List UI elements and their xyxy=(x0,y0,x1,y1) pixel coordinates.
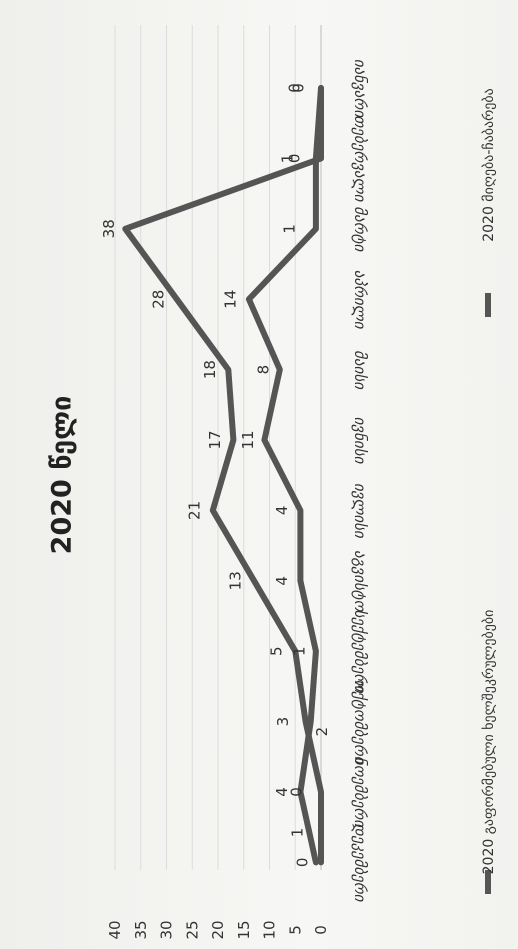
y-tick-label: 5 xyxy=(286,925,304,935)
category-label: თებერვალი xyxy=(351,115,369,202)
data-label: 21 xyxy=(185,501,203,520)
data-label: 13 xyxy=(227,571,245,590)
y-tick-label: 25 xyxy=(183,920,201,939)
chart-title: 2020 წელი xyxy=(47,396,78,555)
legend-label: 2020 მიღება-ჩაბარება xyxy=(480,88,497,242)
y-tick-label: 20 xyxy=(209,920,227,939)
y-tick-label: 10 xyxy=(261,920,279,939)
data-label: 0 xyxy=(290,83,308,93)
data-label: 28 xyxy=(149,290,167,309)
y-tick-label: 15 xyxy=(235,920,253,939)
data-label: 14 xyxy=(221,290,239,309)
data-label: 1 xyxy=(290,646,308,656)
category-label: ივლისი xyxy=(351,483,369,539)
data-label: 18 xyxy=(201,360,219,379)
category-label: აპრილი xyxy=(351,270,369,330)
category-label: ოქტომბერი xyxy=(351,680,369,765)
category-label: დეკემბერი xyxy=(351,823,369,902)
data-label: 0 xyxy=(294,858,312,868)
data-label: 0 xyxy=(286,83,304,93)
data-label: 38 xyxy=(100,219,118,238)
y-tick-label: 40 xyxy=(106,920,124,939)
data-label: 2 xyxy=(313,727,331,737)
data-label: 1 xyxy=(280,224,298,234)
category-label: აგვისტო xyxy=(351,550,369,612)
data-label: 0 xyxy=(286,154,304,164)
category-label: სექტემბერი xyxy=(351,609,369,694)
category-label: იანვარი xyxy=(351,59,369,118)
data-label: 17 xyxy=(206,430,224,449)
y-tick-label: 0 xyxy=(312,925,330,935)
y-tick-label: 30 xyxy=(158,920,176,939)
category-label: ნოემბერი xyxy=(351,757,369,828)
data-label: 5 xyxy=(268,646,286,656)
data-label: 3 xyxy=(274,717,292,727)
category-label: ივნისი xyxy=(351,417,369,465)
data-label: 4 xyxy=(273,787,291,797)
data-label: 4 xyxy=(273,506,291,516)
series-line-2 xyxy=(245,85,324,866)
legend-label: 2020 გაფორმებული ხელშეკრულებები xyxy=(480,610,497,875)
category-label: მაისი xyxy=(351,350,369,390)
data-label: 1 xyxy=(288,828,306,838)
data-label: 8 xyxy=(254,365,272,375)
y-tick-label: 35 xyxy=(132,920,150,939)
category-label: მარტი xyxy=(351,206,369,252)
data-label: 0 xyxy=(288,787,306,797)
series-line-1 xyxy=(122,85,324,866)
data-label: 1 xyxy=(278,154,296,164)
data-label: 4 xyxy=(273,576,291,586)
data-label: 11 xyxy=(239,430,257,449)
